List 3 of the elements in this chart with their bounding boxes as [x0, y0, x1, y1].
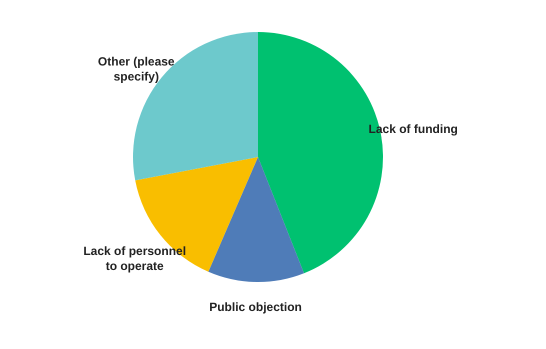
slice-label: Public objection [209, 300, 302, 314]
slice-label: Other (please specify) [98, 54, 175, 84]
pie-slice [208, 157, 304, 282]
